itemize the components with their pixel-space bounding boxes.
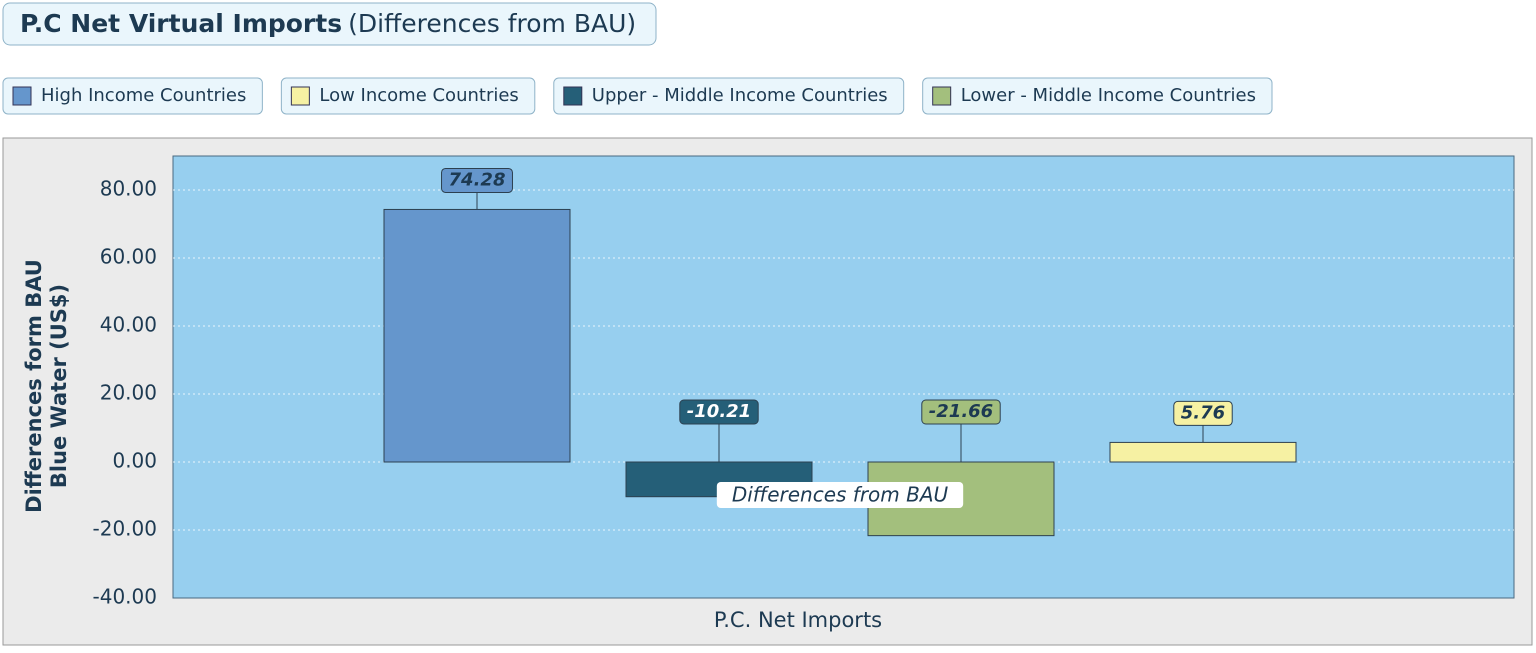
y-tick-label: 80.00	[100, 177, 157, 201]
legend-label: Lower - Middle Income Countries	[961, 85, 1256, 106]
value-label: 5.76	[1181, 402, 1225, 423]
legend-box	[280, 77, 536, 115]
legend-item: High Income Countries	[2, 77, 263, 115]
y-tick-label: 60.00	[100, 245, 157, 269]
value-label: 74.28	[449, 169, 506, 190]
legend-box	[553, 77, 905, 115]
legend-swatch	[290, 86, 310, 106]
title: P.C Net Virtual Imports	[20, 9, 342, 38]
legend-label: High Income Countries	[41, 85, 246, 106]
value-label: -21.66	[929, 401, 993, 422]
bar	[383, 208, 571, 463]
title-box	[2, 2, 657, 46]
legend-label: Upper - Middle Income Countries	[592, 85, 888, 106]
legend-swatch	[563, 86, 583, 106]
value-label-box	[1173, 400, 1233, 426]
y-tick-label: -40.00	[93, 585, 157, 609]
y-tick-label: -20.00	[93, 517, 157, 541]
legend-swatch	[12, 86, 32, 106]
annotation-box	[716, 482, 964, 508]
subtitle: (Differences from BAU)	[348, 9, 636, 38]
annotation: Differences from BAU	[732, 483, 949, 507]
legend-box	[2, 77, 263, 115]
legend-label: Low Income Countries	[319, 85, 518, 106]
y-axis-label: Blue Water (US$)	[47, 284, 71, 488]
y-tick-label: 0.00	[112, 449, 157, 473]
value-label-box	[441, 167, 513, 193]
y-tick-label: 20.00	[100, 381, 157, 405]
legend-item: Upper - Middle Income Countries	[553, 77, 905, 115]
legend-item: Low Income Countries	[280, 77, 536, 115]
legend-swatch	[932, 86, 952, 106]
value-label: -10.21	[687, 401, 751, 422]
value-label-box	[679, 399, 759, 425]
plot-area	[172, 155, 1515, 599]
bar	[1109, 441, 1297, 463]
legend-box	[922, 77, 1273, 115]
y-tick-label: 40.00	[100, 313, 157, 337]
y-axis-label: Differences form BAU	[22, 259, 46, 513]
legend-item: Lower - Middle Income Countries	[922, 77, 1273, 115]
value-label-box	[921, 399, 1001, 425]
chart-title: P.C Net Virtual Imports (Differences from…	[20, 9, 636, 38]
x-axis-label: P.C. Net Imports	[714, 608, 882, 632]
